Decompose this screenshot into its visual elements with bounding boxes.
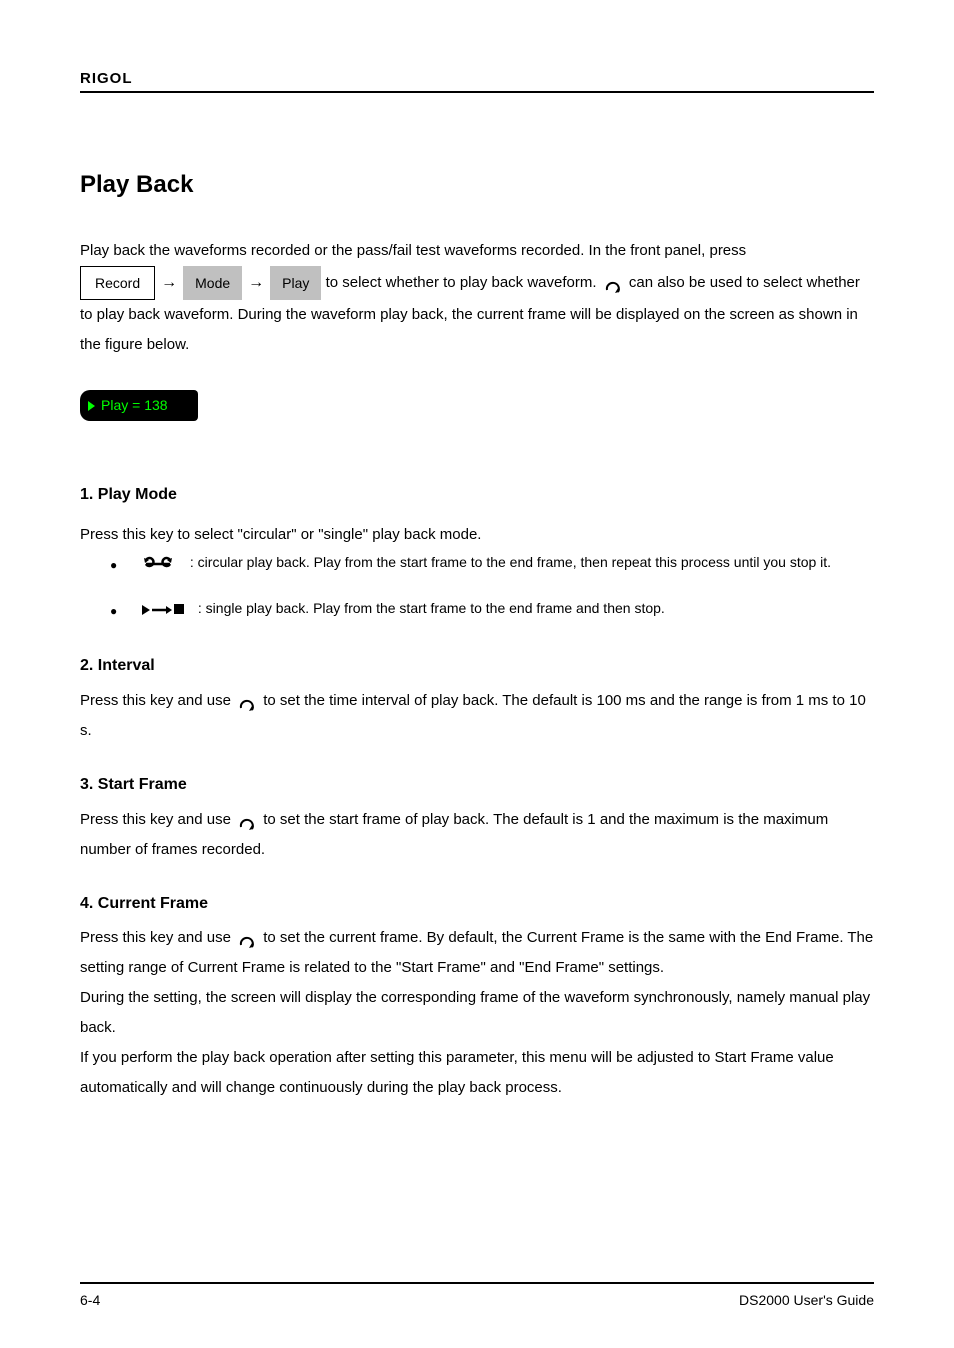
arrow-icon: →: [161, 267, 177, 299]
knob-icon: [238, 692, 256, 710]
intro-text-after: to select whether to play back waveform.: [326, 274, 601, 291]
intro-paragraph: Play back the waveforms recorded or the …: [80, 236, 874, 360]
play-display-container: Play = 138: [80, 380, 874, 451]
knob-icon: [238, 929, 256, 947]
circular-icon: [140, 551, 176, 576]
main-content: Play Back Play back the waveforms record…: [80, 163, 874, 1103]
start-frame-section: 3. Start Frame Press this key and use to…: [80, 771, 874, 865]
single-desc: : single play back. Play from the start …: [198, 600, 665, 616]
menu-item-mode: Mode: [183, 266, 242, 300]
interval-title: 2. Interval: [80, 652, 874, 681]
page-number: 6-4: [80, 1292, 100, 1308]
play-mode-single: : single play back. Play from the start …: [110, 596, 874, 622]
play-mode-title: 1. Play Mode: [80, 481, 874, 510]
current-frame-desc-before: Press this key and use: [80, 929, 235, 946]
current-frame-para2: During the setting, the screen will disp…: [80, 983, 874, 1043]
doc-title: DS2000 User's Guide: [739, 1292, 874, 1308]
play-mode-intro: Press this key to select "circular" or "…: [80, 520, 874, 550]
current-frame-para3: If you perform the play back operation a…: [80, 1043, 874, 1103]
current-frame-section: 4. Current Frame Press this key and use …: [80, 890, 874, 1104]
section-title: Play Back: [80, 163, 874, 206]
knob-icon: [238, 811, 256, 829]
menu-item-play: Play: [270, 266, 321, 300]
page-footer: 6-4 DS2000 User's Guide: [80, 1282, 874, 1308]
menu-path: Record → Mode → Play: [80, 266, 321, 300]
menu-item-record: Record: [80, 266, 155, 300]
brand-label: RIGOL: [80, 70, 133, 87]
page-header: RIGOL: [80, 70, 874, 93]
play-label: Play: [101, 397, 128, 413]
intro-text-before: Play back the waveforms recorded or the …: [80, 242, 746, 259]
play-frame-display: Play = 138: [80, 390, 198, 421]
play-value: 138: [144, 397, 167, 413]
knob-icon: [604, 274, 622, 292]
start-frame-desc-before: Press this key and use: [80, 811, 235, 828]
current-frame-desc: Press this key and use to set the curren…: [80, 923, 874, 983]
start-frame-title: 3. Start Frame: [80, 771, 874, 800]
interval-desc: Press this key and use to set the time i…: [80, 686, 874, 746]
current-frame-title: 4. Current Frame: [80, 890, 874, 919]
single-icon: [140, 597, 184, 622]
page-container: RIGOL Play Back Play back the waveforms …: [0, 0, 954, 1348]
circular-desc: : circular play back. Play from the star…: [190, 554, 831, 570]
interval-section: 2. Interval Press this key and use to se…: [80, 652, 874, 746]
play-triangle-icon: [88, 401, 95, 411]
play-mode-section: 1. Play Mode Press this key to select "c…: [80, 481, 874, 622]
play-mode-list: : circular play back. Play from the star…: [80, 550, 874, 622]
play-mode-circular: : circular play back. Play from the star…: [110, 550, 874, 576]
interval-desc-before: Press this key and use: [80, 692, 235, 709]
arrow-icon: →: [248, 267, 264, 299]
start-frame-desc: Press this key and use to set the start …: [80, 805, 874, 865]
